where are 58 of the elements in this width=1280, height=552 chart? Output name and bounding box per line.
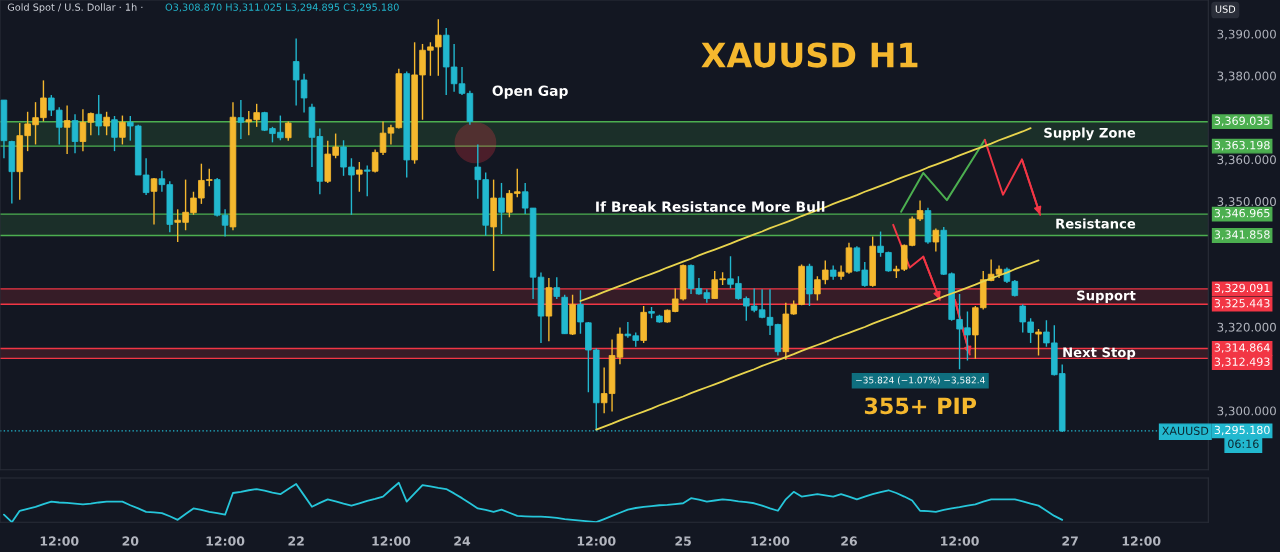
band-label: Resistance	[1056, 218, 1136, 229]
annotation: Open Gap	[492, 85, 568, 99]
ref-line-label: 3,363.198	[1214, 140, 1270, 151]
x-tick-label: 22	[288, 536, 304, 546]
annotation: 355+ PIP	[864, 397, 977, 415]
x-tick-label: 12:00	[577, 536, 616, 546]
candlestick	[103, 111, 110, 136]
y-tick-label: 3,380.000	[1217, 71, 1276, 82]
x-tick-label: 20	[122, 536, 139, 546]
ref-line-label: 3,369.035	[1214, 116, 1270, 127]
x-tick-label: 12:00	[206, 536, 245, 546]
x-tick-label: 27	[1062, 536, 1078, 546]
annotation: XAUUSD	[1162, 426, 1209, 435]
candlestick	[111, 115, 118, 152]
chart-subtitle: Gold Spot / U.S. Dollar · 1h ·	[7, 3, 143, 13]
y-tick-label: 3,300.000	[1217, 406, 1276, 417]
candlestick	[1035, 328, 1042, 357]
x-tick-label: 26	[841, 536, 858, 546]
candlestick	[237, 99, 245, 140]
text: 06:16	[1228, 439, 1259, 448]
ref-line-label: 3,346.965	[1214, 208, 1270, 219]
x-tick-label: 12:00	[372, 536, 411, 546]
candlestick	[363, 164, 371, 198]
ref-line-label: 3,312.493	[1214, 357, 1270, 368]
ref-line-label: 3,341.858	[1214, 230, 1270, 240]
candlestick	[553, 276, 561, 300]
x-tick-label: 24	[454, 536, 471, 546]
x-tick-label: 12:00	[1122, 536, 1161, 546]
annotation: If Break Resistance More Bull	[596, 201, 825, 212]
y-tick-label: 3,390.000	[1217, 29, 1276, 40]
candlestick	[95, 94, 102, 136]
text: USD	[1215, 5, 1236, 13]
candlestick	[356, 161, 363, 193]
annotation: −35.824 (−1.07%) −3,582.4	[856, 376, 985, 385]
annotation: O3,308.870 H3,311.025 L3,294.895 C3,295.180	[165, 3, 399, 12]
x-tick-label: 25	[675, 536, 691, 546]
ref-line-label: 3,314.864	[1214, 343, 1270, 353]
band-label: Next Stop	[1063, 347, 1136, 360]
band-label: Supply Zone	[1044, 127, 1136, 141]
x-tick-label: 12:00	[751, 536, 790, 546]
line-series	[595, 259, 1040, 431]
y-tick-label: 3,350.000	[1217, 197, 1276, 208]
text: XAUUSD H1	[701, 42, 918, 68]
ref-line-label: 3,295.180	[1214, 425, 1270, 436]
ref-line-label: 3,329.091	[1214, 283, 1270, 294]
candlestick	[71, 113, 79, 154]
ref-line-label: 3,325.443	[1214, 299, 1270, 309]
band-label: Support	[1077, 290, 1136, 303]
y-tick-label: 3,320.000	[1217, 322, 1276, 333]
candlestick	[63, 104, 71, 155]
candlestick	[150, 177, 158, 226]
candlestick	[498, 182, 505, 235]
x-tick-label: 12:00	[40, 536, 79, 546]
y-tick-label: 3,360.000	[1217, 155, 1276, 166]
candlestick	[119, 114, 126, 146]
candlestick	[932, 227, 940, 253]
x-tick-label: 12:00	[941, 536, 979, 546]
candlestick	[285, 120, 292, 142]
